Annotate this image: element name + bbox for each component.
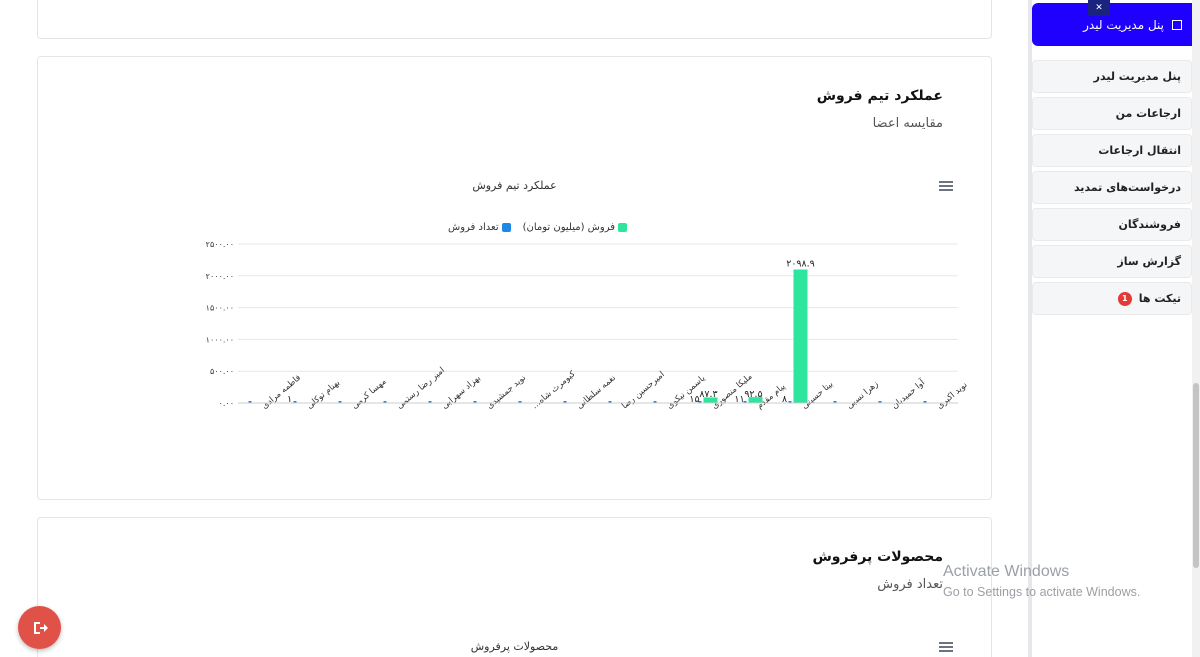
sales-team-performance-card: عملکرد تیم فروش مقایسه اعضا عملکرد تیم ف… <box>37 56 992 500</box>
sidebar-item-renewal-requests[interactable]: درخواست‌های تمدید <box>1032 171 1192 204</box>
x-tick-label: بهنام توکلی <box>305 378 342 411</box>
collapse-icon[interactable]: ✕ <box>1088 0 1110 16</box>
bar-count <box>383 401 387 403</box>
bar-sales <box>793 269 808 403</box>
legend-swatch-count <box>501 222 511 232</box>
data-label: ۹۲.۵ <box>744 389 762 400</box>
bar-count <box>473 401 477 403</box>
x-tick-label: امیر رضا رستمی <box>395 366 447 412</box>
chart-menu-icon[interactable] <box>939 181 953 191</box>
legend-swatch-sales <box>618 222 628 232</box>
y-tick-label: ۲۵۰۰.۰۰ <box>206 240 234 249</box>
top-products-card: محصولات پرفروش تعداد فروش محصولات پرفروش <box>37 517 992 657</box>
sidebar-item-sellers[interactable]: فروشندگان <box>1032 208 1192 241</box>
bar-count <box>878 401 882 403</box>
top-chart-card <box>37 0 992 39</box>
sidebar-item-label: انتقال ارجاعات <box>1098 144 1181 157</box>
card-subtitle: تعداد فروش <box>877 577 943 592</box>
chart-menu-icon[interactable] <box>939 642 953 652</box>
data-label: ۲۰۹۸.۹ <box>786 259 815 270</box>
card-subtitle: مقایسه اعضا <box>872 116 943 131</box>
ticket-count-badge: 1 <box>1117 291 1132 306</box>
sidebar-item-label: فروشندگان <box>1118 218 1181 231</box>
sidebar-item-my-referrals[interactable]: ارجاعات من <box>1032 97 1192 130</box>
data-label: ۱ <box>287 394 292 405</box>
sales-performance-chart: ۰.۰۰ ۵۰۰.۰۰ ۱۰۰۰.۰۰ ۱۵۰۰.۰۰ ۲۰۰۰.۰۰ ۲۵۰۰.۰۰ فا… <box>206 240 970 412</box>
chart-legend: تعداد فروش فروش (میلیون تومان) <box>448 220 628 234</box>
x-tick-label: آوا حمیدیان <box>889 376 928 411</box>
data-label: ۸۷.۳ <box>699 389 717 400</box>
y-tick-label: ۱۵۰۰.۰۰ <box>206 304 234 313</box>
bar-count <box>518 401 522 403</box>
x-tick-label: بهزاد سهرابی <box>440 373 483 411</box>
bar-count <box>788 401 792 403</box>
y-tick-label: ۱۰۰۰.۰۰ <box>206 335 234 344</box>
activation-watermark-title: Activate Windows <box>943 563 1070 580</box>
bar-count <box>923 401 927 403</box>
chart-title: عملکرد تیم فروش <box>472 179 557 192</box>
bar-count <box>653 401 657 403</box>
bar-sales <box>748 397 763 403</box>
bar-count <box>338 401 342 403</box>
sidebar-item-leader-panel[interactable]: پنل مدیریت لیدر <box>1032 60 1192 93</box>
x-tick-label: زهرا نسبی <box>845 379 881 411</box>
main-content: عملکرد تیم فروش مقایسه اعضا عملکرد تیم ف… <box>0 0 1028 657</box>
sidebar-item-label: پنل مدیریت لیدر <box>1093 70 1181 83</box>
sidebar-item-label: درخواست‌های تمدید <box>1073 181 1181 194</box>
sidebar-item-label: تیکت ها <box>1138 292 1181 305</box>
y-tick-label: ۲۰۰۰.۰۰ <box>206 272 234 281</box>
sidebar: پنل مدیریت لیدر ✕ پنل مدیریت لیدر ارجاعا… <box>1032 0 1196 657</box>
card-title: عملکرد تیم فروش <box>816 88 943 104</box>
y-tick-label: ۰.۰۰ <box>219 399 234 408</box>
bar-count <box>248 401 252 403</box>
x-tick-label: امیرحسین رضا <box>620 370 667 412</box>
bar-count <box>743 401 747 403</box>
chart-title: محصولات پرفروش <box>470 640 559 653</box>
logout-button[interactable] <box>18 606 61 649</box>
card-title: محصولات پرفروش <box>812 549 943 565</box>
data-label: ۱۱ <box>734 394 744 405</box>
sidebar-header-button[interactable]: پنل مدیریت لیدر <box>1032 3 1196 46</box>
data-label: ۸ <box>782 394 787 405</box>
bar-count <box>428 401 432 403</box>
data-label: ۱۵ <box>689 394 699 405</box>
x-tick-label: نوید جمشیدی <box>485 373 528 411</box>
x-tick-label: نوید اکبری <box>935 380 969 411</box>
sidebar-header-label: پنل مدیریت لیدر <box>1083 17 1164 32</box>
sidebar-item-label: گزارش ساز <box>1117 255 1181 268</box>
page-scrollbar[interactable] <box>1192 0 1200 657</box>
legend-item-sales[interactable]: فروش (میلیون تومان) <box>522 220 628 234</box>
x-tick-label: فاطمه مرادی <box>260 373 303 411</box>
x-tick-label: نغمه سلطانی <box>575 373 618 411</box>
sidebar-item-transfer-referrals[interactable]: انتقال ارجاعات <box>1032 134 1192 167</box>
scrollbar-thumb[interactable] <box>1193 383 1199 568</box>
x-tick-label: مهسا کرمی <box>350 377 388 411</box>
dashboard-icon <box>1172 19 1182 30</box>
y-tick-label: ۵۰۰.۰۰ <box>210 367 234 376</box>
bar-sales <box>703 397 718 403</box>
legend-item-count[interactable]: تعداد فروش <box>448 220 511 234</box>
bar-count <box>608 401 612 403</box>
logout-icon <box>33 621 48 634</box>
activation-watermark-subtitle: Go to Settings to activate Windows. <box>943 585 1141 599</box>
bar-count <box>563 401 567 403</box>
legend-label-sales: فروش (میلیون تومان) <box>522 221 616 233</box>
sidebar-item-tickets[interactable]: تیکت ها 1 <box>1032 282 1192 315</box>
bar-count <box>833 401 837 403</box>
sidebar-item-label: ارجاعات من <box>1115 107 1181 120</box>
bar-count <box>698 401 702 403</box>
sidebar-item-report-builder[interactable]: گزارش ساز <box>1032 245 1192 278</box>
x-tick-label: کیومرث شاه… <box>530 369 578 412</box>
sidebar-divider <box>1028 0 1032 657</box>
bar-count <box>293 401 297 403</box>
legend-label-count: تعداد فروش <box>448 221 499 233</box>
